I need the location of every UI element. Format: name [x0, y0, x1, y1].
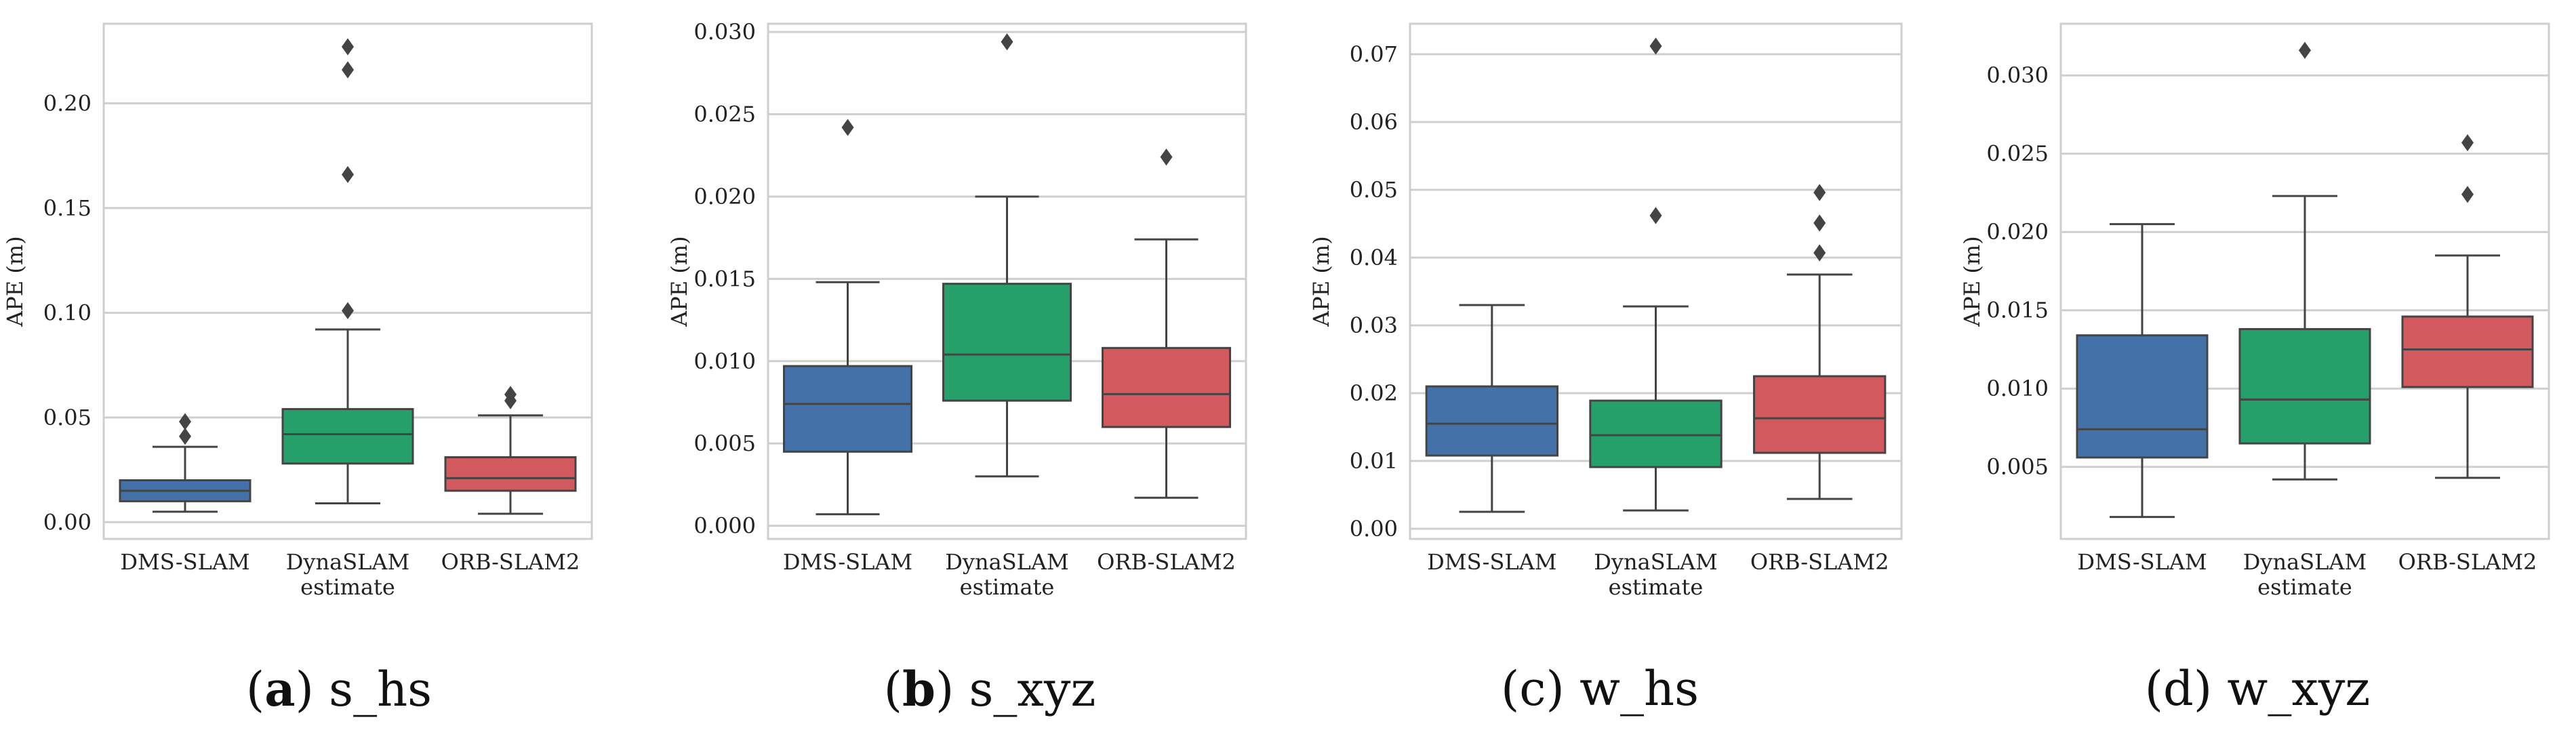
outlier-point-dynaslam [1001, 33, 1013, 51]
outlier-point-dms-slam [179, 413, 191, 430]
outlier-point-dms-slam [179, 428, 191, 445]
y-tick-label: 0.10 [43, 300, 92, 325]
box-dynaslam [2238, 327, 2371, 445]
x-axis-label: estimate [1609, 574, 1704, 600]
plot-frame [767, 22, 1247, 540]
x-tick-label: DMS-SLAM [120, 549, 249, 575]
y-tick-label: 0.05 [43, 405, 92, 430]
chart-panel-3: 0.00 0.01 0.02 0.03 0.04 0.05 0.06 0.07 APE (m) D… [1308, 22, 1903, 600]
outlier-point-dynaslam [1649, 207, 1662, 224]
y-tick-label: 0.07 [1350, 41, 1398, 67]
chart-panel-1: 0.00 0.05 0.10 0.15 0.20 APE (m) DMS-SLAM DynaS… [2, 22, 593, 600]
caption-d: (d) w_xyz [2144, 661, 2371, 717]
y-tick-label: 0.015 [693, 266, 756, 291]
y-tick-label: 0.005 [1986, 454, 2049, 480]
x-axis-label: estimate [2257, 574, 2352, 600]
y-tick-label: 0.025 [693, 102, 756, 127]
y-tick-label: 0.06 [1350, 109, 1398, 135]
x-tick-label: ORB-SLAM2 [1750, 549, 1889, 575]
x-tick-label: ORB-SLAM2 [441, 549, 580, 575]
x-axis-label: estimate [960, 574, 1055, 600]
y-tick-label: 0.05 [1350, 177, 1398, 203]
plot-frame [1409, 22, 1903, 540]
y-tick-label: 0.015 [1986, 298, 2049, 323]
box-dynaslam [281, 407, 414, 465]
box-orb-slam2 [2401, 315, 2534, 388]
y-tick-label: 0.020 [1986, 219, 2049, 245]
y-tick-label: 0.020 [693, 184, 756, 209]
y-tick-label: 0.00 [43, 509, 92, 535]
outlier-point-orb-slam2 [1813, 184, 1826, 201]
box-orb-slam2 [1102, 346, 1231, 428]
y-tick-label: 0.000 [693, 513, 756, 539]
y-tick-label: 0.00 [1350, 516, 1398, 542]
x-tick-label: DMS-SLAM [1427, 549, 1556, 575]
outlier-point-orb-slam2 [2461, 186, 2474, 203]
x-tick-label: DynaSLAM [1594, 549, 1717, 575]
y-tick-label: 0.02 [1350, 380, 1398, 406]
y-tick-label: 0.025 [1986, 141, 2049, 167]
outlier-point-orb-slam2 [504, 386, 517, 403]
x-tick-label: DMS-SLAM [2077, 549, 2207, 575]
outlier-point-dynaslam [342, 61, 354, 79]
outlier-point-orb-slam2 [1160, 148, 1173, 166]
outlier-point-dynaslam [2299, 41, 2311, 59]
box-dynaslam [1589, 399, 1723, 468]
y-tick-label: 0.030 [693, 19, 756, 45]
y-axis-label: APE (m) [1959, 236, 1985, 327]
box-dms-slam [783, 365, 912, 453]
outlier-point-dynaslam [342, 38, 354, 56]
x-tick-label: DynaSLAM [2243, 549, 2367, 575]
y-tick-label: 0.030 [1986, 62, 2049, 88]
y-axis-label: APE (m) [666, 236, 692, 327]
box-orb-slam2 [1753, 375, 1887, 454]
plot-frame [2059, 22, 2550, 540]
y-axis-label: APE (m) [2, 236, 28, 327]
chart-panel-2: 0.000 0.005 0.010 0.015 0.020 0.025 0.030 APE (… [666, 19, 1247, 600]
y-tick-label: 0.04 [1350, 245, 1398, 270]
box-dms-slam [1425, 385, 1559, 457]
y-tick-label: 0.01 [1350, 448, 1398, 474]
outlier-point-orb-slam2 [2461, 134, 2474, 152]
outlier-point-orb-slam2 [1813, 244, 1826, 262]
x-axis-label: estimate [300, 574, 395, 600]
x-tick-label: DynaSLAM [286, 549, 409, 575]
caption-a: (a) s_hs [245, 661, 432, 717]
y-tick-label: 0.03 [1350, 313, 1398, 338]
caption-b: (b) s_xyz [883, 661, 1096, 717]
box-dms-slam [2076, 334, 2209, 459]
y-tick-label: 0.20 [43, 90, 92, 116]
outlier-point-dynaslam [1649, 37, 1662, 55]
y-tick-label: 0.010 [1986, 376, 2049, 401]
y-tick-label: 0.005 [693, 430, 756, 456]
outlier-point-dynaslam [342, 302, 354, 319]
x-tick-label: ORB-SLAM2 [2398, 549, 2537, 575]
outlier-point-orb-slam2 [1813, 214, 1826, 232]
y-axis-label: APE (m) [1308, 236, 1334, 327]
chart-panel-4: 0.005 0.010 0.015 0.020 0.025 0.030 APE (m) DMS… [1959, 22, 2550, 600]
box-dynaslam [942, 283, 1072, 402]
box-orb-slam2 [444, 456, 577, 492]
x-tick-label: DynaSLAM [945, 549, 1068, 575]
outlier-point-dms-slam [841, 119, 854, 136]
y-tick-label: 0.010 [693, 348, 756, 374]
x-tick-label: DMS-SLAM [783, 549, 912, 575]
outlier-point-dynaslam [342, 165, 354, 184]
x-tick-label: ORB-SLAM2 [1097, 549, 1236, 575]
caption-c: (c) w_hs [1500, 661, 1699, 717]
y-tick-label: 0.15 [43, 195, 92, 221]
plot-frame [102, 22, 593, 540]
